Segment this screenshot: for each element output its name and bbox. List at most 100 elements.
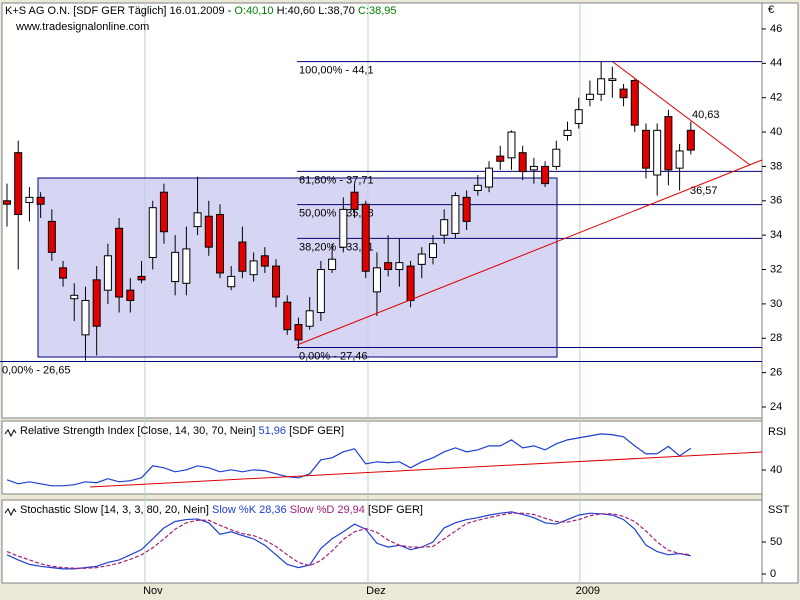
candle-body: [272, 265, 281, 298]
sst-label: SST: [768, 504, 790, 516]
candle-body: [339, 208, 348, 248]
candle-body: [350, 191, 359, 210]
candle-body: [294, 324, 303, 341]
y-tick-label: 36: [770, 195, 782, 207]
rsi-source: [SDF GER]: [289, 425, 344, 437]
candle-body: [384, 262, 393, 271]
y-tick-label: 50: [770, 536, 782, 548]
candle-body: [585, 93, 594, 100]
y-tick-label: 38: [770, 160, 782, 172]
candle-body: [529, 165, 538, 171]
y-tick-label: 32: [770, 263, 782, 275]
close: C:38,95: [358, 5, 397, 17]
x-tick-label: Dez: [366, 585, 386, 597]
trend-label: 40,63: [692, 109, 720, 121]
y-tick-label: 40: [770, 464, 782, 476]
candle-body: [249, 260, 258, 276]
source: www.tradesignalonline.com: [15, 21, 149, 33]
candle-body: [597, 78, 606, 95]
candle-body: [25, 196, 34, 204]
rsi-panel: [1, 420, 763, 495]
d-legend: Slow %D 29,94: [290, 504, 365, 516]
y-tick-label: 44: [770, 57, 782, 69]
stoch-title: Stochastic Slow [14, 3, 3, 80, 20, Nein]…: [20, 504, 423, 516]
candle-body: [664, 116, 673, 171]
y-tick-label: 0: [770, 568, 776, 580]
candle-body: [204, 215, 213, 248]
candle-body: [328, 258, 337, 271]
candle-body: [541, 165, 550, 185]
low: L:38,70: [318, 5, 355, 17]
candle-body: [283, 301, 292, 331]
chart-header: K+S AG O.N. [SDF GER Täglich] 16.01.2009…: [5, 5, 396, 17]
candle-body: [193, 212, 202, 228]
candle-body: [316, 269, 325, 313]
candle-body: [641, 129, 650, 169]
candle-body: [238, 241, 247, 272]
candle-body: [653, 129, 662, 176]
trend-label: 36,57: [690, 185, 718, 197]
candle-body: [563, 129, 572, 136]
rsi-trend-line: [89, 451, 763, 488]
y-tick-label: 40: [770, 126, 782, 138]
candle-body: [630, 80, 639, 126]
series-line: [6, 511, 691, 570]
candle-body: [574, 109, 583, 124]
x-tick-label: Nov: [143, 585, 163, 597]
candle-body: [47, 220, 56, 253]
candle-body: [619, 88, 628, 99]
candle-body: [215, 214, 224, 274]
axis-column: [761, 2, 799, 584]
candle-body: [395, 262, 404, 271]
rsi-last: 51,96: [258, 425, 286, 437]
candle-body: [675, 150, 684, 169]
candle-body: [473, 184, 482, 191]
y-tick-label: 28: [770, 332, 782, 344]
k-legend: Slow %K 28,36: [212, 504, 287, 516]
fib-label: 61,80% - 37,71: [299, 174, 374, 186]
candle-body: [81, 299, 90, 336]
unit-label: €: [768, 4, 774, 16]
rsi-title: Relative Strength Index [Close, 14, 30, …: [20, 425, 344, 437]
stoch-panel: [1, 499, 763, 584]
candle-body: [406, 265, 415, 301]
candle-body: [507, 131, 516, 159]
trend-line: [612, 61, 751, 166]
candle-body: [36, 196, 45, 205]
stoch-source: [SDF GER]: [368, 504, 423, 516]
candle-body: [417, 253, 426, 265]
trend-line: [296, 159, 763, 346]
candle-body: [608, 78, 617, 82]
candle-body: [137, 275, 146, 281]
candle-body: [440, 219, 449, 236]
y-tick-label: 24: [770, 401, 782, 413]
y-tick-label: 30: [770, 298, 782, 310]
fib-label: 100,00% - 44,1: [299, 65, 374, 77]
y-tick-label: 26: [770, 367, 782, 379]
candle-body: [372, 267, 381, 293]
candle-body: [159, 191, 168, 233]
candle-body: [686, 129, 695, 151]
x-tick-label: 2009: [576, 585, 600, 597]
candle-body: [485, 167, 494, 188]
candle-body: [451, 195, 460, 234]
candle-body: [227, 275, 236, 288]
candle-body: [14, 152, 23, 216]
y-tick-label: 42: [770, 92, 782, 104]
icon: [4, 429, 17, 438]
candle-body: [92, 279, 101, 327]
stoch-name: Stochastic Slow [14, 3, 3, 80, 20, Nein]: [20, 504, 209, 516]
fib-label: 0,00% - 27,46: [299, 350, 368, 362]
candle-body: [126, 289, 135, 301]
candle-body: [496, 155, 505, 162]
candle-body: [171, 251, 180, 283]
rsi-label: RSI: [768, 426, 786, 438]
y-tick-label: 46: [770, 23, 782, 35]
candle-body: [260, 255, 269, 267]
fib-label: 0,00% - 26,65: [2, 364, 71, 376]
candle-body: [552, 148, 561, 167]
high: H:40,60: [277, 5, 316, 17]
candle-body: [182, 248, 191, 284]
y-tick-label: 34: [770, 229, 782, 241]
